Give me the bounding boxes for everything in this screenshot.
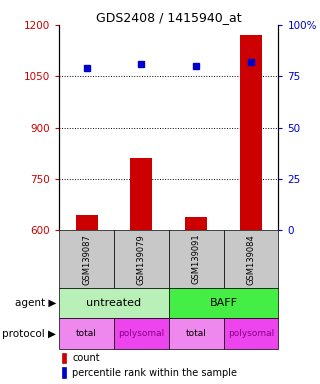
FancyBboxPatch shape <box>114 318 169 349</box>
FancyBboxPatch shape <box>224 318 278 349</box>
Text: total: total <box>186 329 207 338</box>
Bar <box>76 215 98 230</box>
Text: GSM139079: GSM139079 <box>137 234 146 285</box>
FancyBboxPatch shape <box>114 230 169 288</box>
Title: GDS2408 / 1415940_at: GDS2408 / 1415940_at <box>96 11 242 24</box>
FancyBboxPatch shape <box>169 230 224 288</box>
FancyBboxPatch shape <box>62 353 66 363</box>
FancyBboxPatch shape <box>59 230 114 288</box>
Text: GSM139084: GSM139084 <box>246 234 255 285</box>
Bar <box>240 35 262 230</box>
Text: count: count <box>72 353 100 363</box>
Text: untreated: untreated <box>86 298 141 308</box>
FancyBboxPatch shape <box>59 318 114 349</box>
FancyBboxPatch shape <box>169 318 224 349</box>
Text: GSM139091: GSM139091 <box>192 234 201 285</box>
FancyBboxPatch shape <box>224 230 278 288</box>
Text: protocol ▶: protocol ▶ <box>3 328 56 339</box>
Bar <box>185 217 207 230</box>
Text: percentile rank within the sample: percentile rank within the sample <box>72 368 237 378</box>
Text: agent ▶: agent ▶ <box>15 298 56 308</box>
FancyBboxPatch shape <box>62 367 66 378</box>
Bar <box>131 159 152 230</box>
Text: total: total <box>76 329 97 338</box>
Text: BAFF: BAFF <box>210 298 238 308</box>
Text: polysomal: polysomal <box>228 329 274 338</box>
Text: polysomal: polysomal <box>118 329 164 338</box>
Text: GSM139087: GSM139087 <box>82 234 91 285</box>
FancyBboxPatch shape <box>169 288 278 318</box>
FancyBboxPatch shape <box>59 288 169 318</box>
